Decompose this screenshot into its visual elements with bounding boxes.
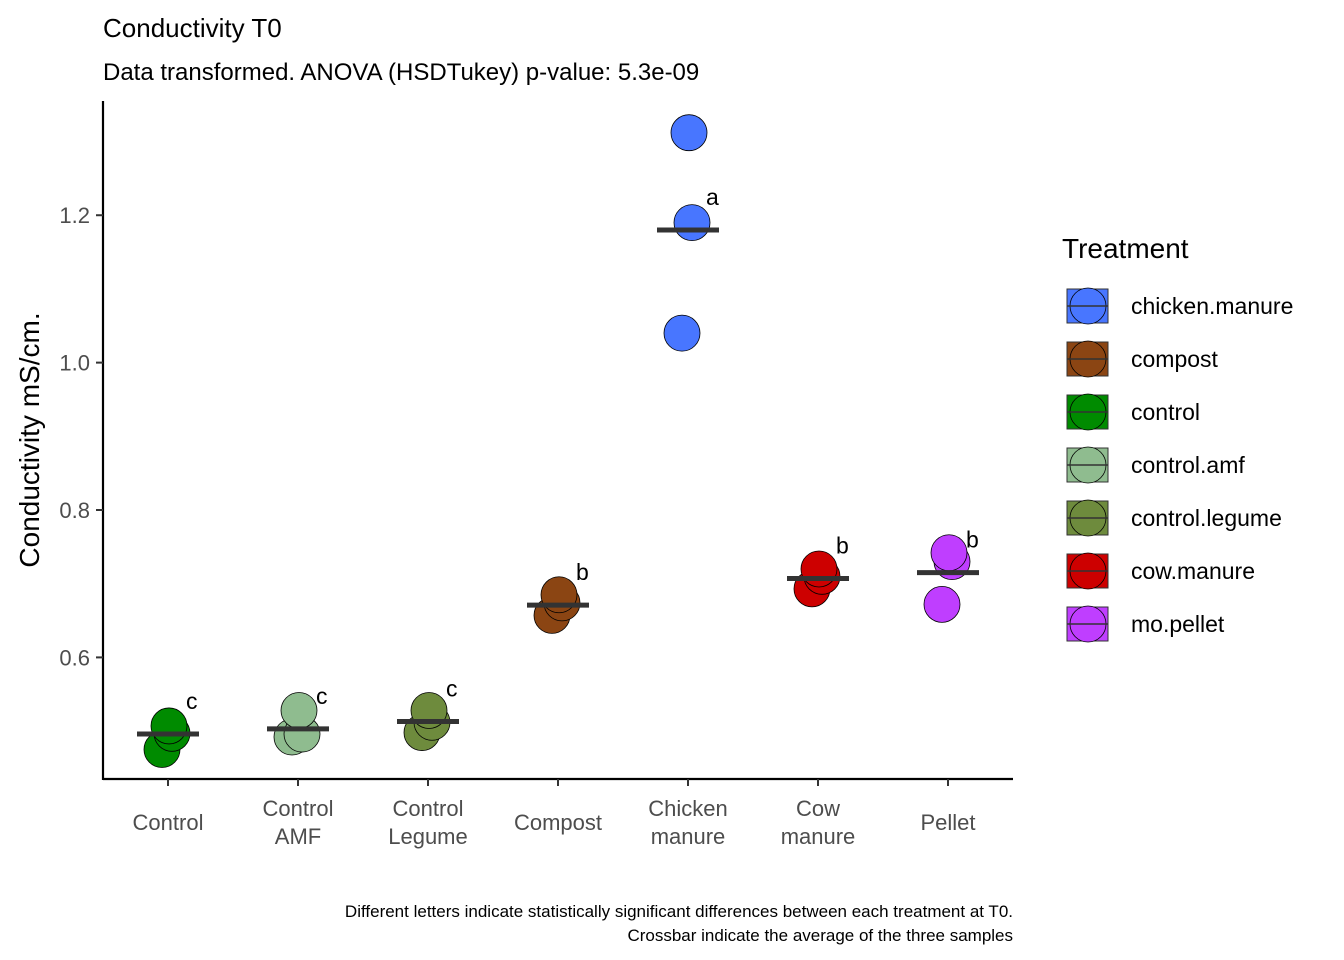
plot-marks: c c c b a b b — [137, 114, 979, 768]
x-ticks: Control Control AMF Control Legume Compost Chi… — [133, 779, 976, 849]
group-compost: b — [527, 559, 589, 634]
significance-letter: b — [576, 559, 589, 585]
legend-key-mo-pellet — [1066, 605, 1109, 643]
y-tick-label: 0.8 — [59, 498, 90, 523]
caption-line-1: Different letters indicate statistically… — [345, 902, 1013, 921]
legend-key-chicken-manure — [1066, 287, 1109, 325]
legend-label-control: control — [1131, 399, 1200, 425]
y-tick-label: 1.0 — [59, 351, 90, 376]
data-point-chicken-manure — [670, 114, 708, 152]
legend-label-control-legume: control.legume — [1131, 505, 1282, 531]
group-chicken-manure: a — [657, 114, 719, 352]
legend-key-compost — [1066, 340, 1109, 378]
group-cow-manure: b — [787, 533, 849, 608]
caption: Different letters indicate statistically… — [345, 902, 1013, 945]
legend-label-control-amf: control.amf — [1131, 452, 1245, 478]
x-tick-label-control: Control — [133, 810, 204, 835]
y-ticks: 0.6 0.8 1.0 1.2 — [59, 203, 103, 670]
group-control: c — [137, 688, 199, 768]
x-tick-label-pellet: Pellet — [920, 810, 975, 835]
significance-letter: b — [836, 533, 849, 559]
legend-key-control-amf — [1066, 446, 1109, 484]
x-tick-label-chicken-manure: Chicken manure — [648, 796, 727, 849]
legend-label-cow-manure: cow.manure — [1131, 558, 1255, 584]
data-point-mo-pellet — [923, 585, 961, 623]
group-control-amf: c — [267, 683, 329, 756]
data-point-mo-pellet — [930, 534, 968, 572]
x-tick-label-compost: Compost — [514, 810, 602, 835]
y-axis-title: Conductivity mS/cm. — [14, 312, 45, 567]
data-point-cow-manure — [800, 550, 838, 588]
legend-key-control-legume — [1066, 499, 1109, 537]
group-pellet: b — [917, 527, 979, 623]
data-point-chicken-manure — [673, 204, 711, 241]
chart-title: Conductivity T0 — [103, 13, 282, 43]
significance-letter: b — [966, 527, 979, 553]
y-tick-label: 0.6 — [59, 645, 90, 670]
data-point-control — [150, 707, 188, 745]
legend-label-compost: compost — [1131, 346, 1219, 372]
data-point-control-amf — [280, 692, 318, 729]
legend-label-mo-pellet: mo.pellet — [1131, 611, 1225, 637]
x-tick-label-control-amf: Control AMF — [263, 796, 334, 849]
x-tick-label-cow-manure: Cow manure — [781, 796, 856, 849]
chart-subtitle: Data transformed. ANOVA (HSDTukey) p-val… — [103, 59, 699, 86]
significance-letter: a — [706, 184, 719, 210]
significance-letter: c — [186, 688, 198, 714]
data-point-chicken-manure — [663, 314, 701, 352]
legend: Treatment chicken.manure compost control co… — [1062, 233, 1293, 643]
group-control-legume: c — [397, 676, 459, 751]
legend-label-chicken-manure: chicken.manure — [1131, 293, 1293, 319]
significance-letter: c — [446, 676, 458, 702]
legend-key-control — [1066, 393, 1109, 431]
legend-key-cow-manure — [1066, 552, 1109, 590]
y-tick-label: 1.2 — [59, 203, 90, 228]
x-tick-label-control-legume: Control Legume — [388, 796, 468, 849]
significance-letter: c — [316, 683, 328, 709]
legend-title: Treatment — [1062, 233, 1189, 264]
caption-line-2: Crossbar indicate the average of the thr… — [627, 926, 1013, 945]
